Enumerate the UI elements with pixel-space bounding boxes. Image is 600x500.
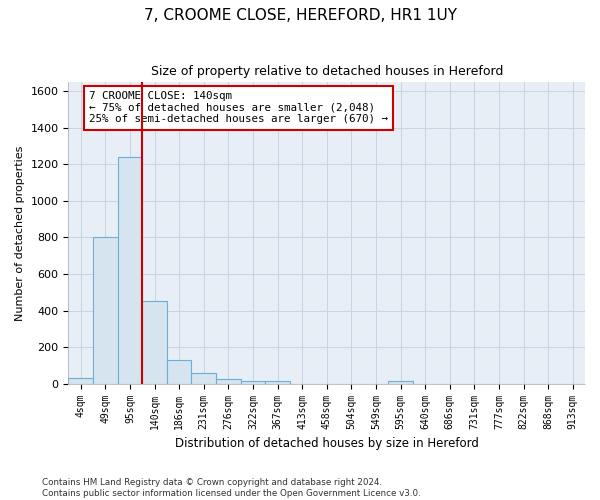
Text: Contains HM Land Registry data © Crown copyright and database right 2024.
Contai: Contains HM Land Registry data © Crown c…: [42, 478, 421, 498]
Bar: [93, 238, 118, 384]
Bar: [241, 381, 265, 384]
Text: 7 CROOME CLOSE: 140sqm
← 75% of detached houses are smaller (2,048)
25% of semi-: 7 CROOME CLOSE: 140sqm ← 75% of detached…: [89, 91, 388, 124]
Y-axis label: Number of detached properties: Number of detached properties: [15, 145, 25, 320]
Bar: [191, 372, 216, 384]
Bar: [216, 379, 241, 384]
Bar: [167, 360, 191, 384]
X-axis label: Distribution of detached houses by size in Hereford: Distribution of detached houses by size …: [175, 437, 479, 450]
Bar: [142, 302, 167, 384]
Title: Size of property relative to detached houses in Hereford: Size of property relative to detached ho…: [151, 65, 503, 78]
Bar: [388, 381, 413, 384]
Bar: [265, 382, 290, 384]
Bar: [118, 157, 142, 384]
Text: 7, CROOME CLOSE, HEREFORD, HR1 1UY: 7, CROOME CLOSE, HEREFORD, HR1 1UY: [143, 8, 457, 22]
Bar: [68, 378, 93, 384]
